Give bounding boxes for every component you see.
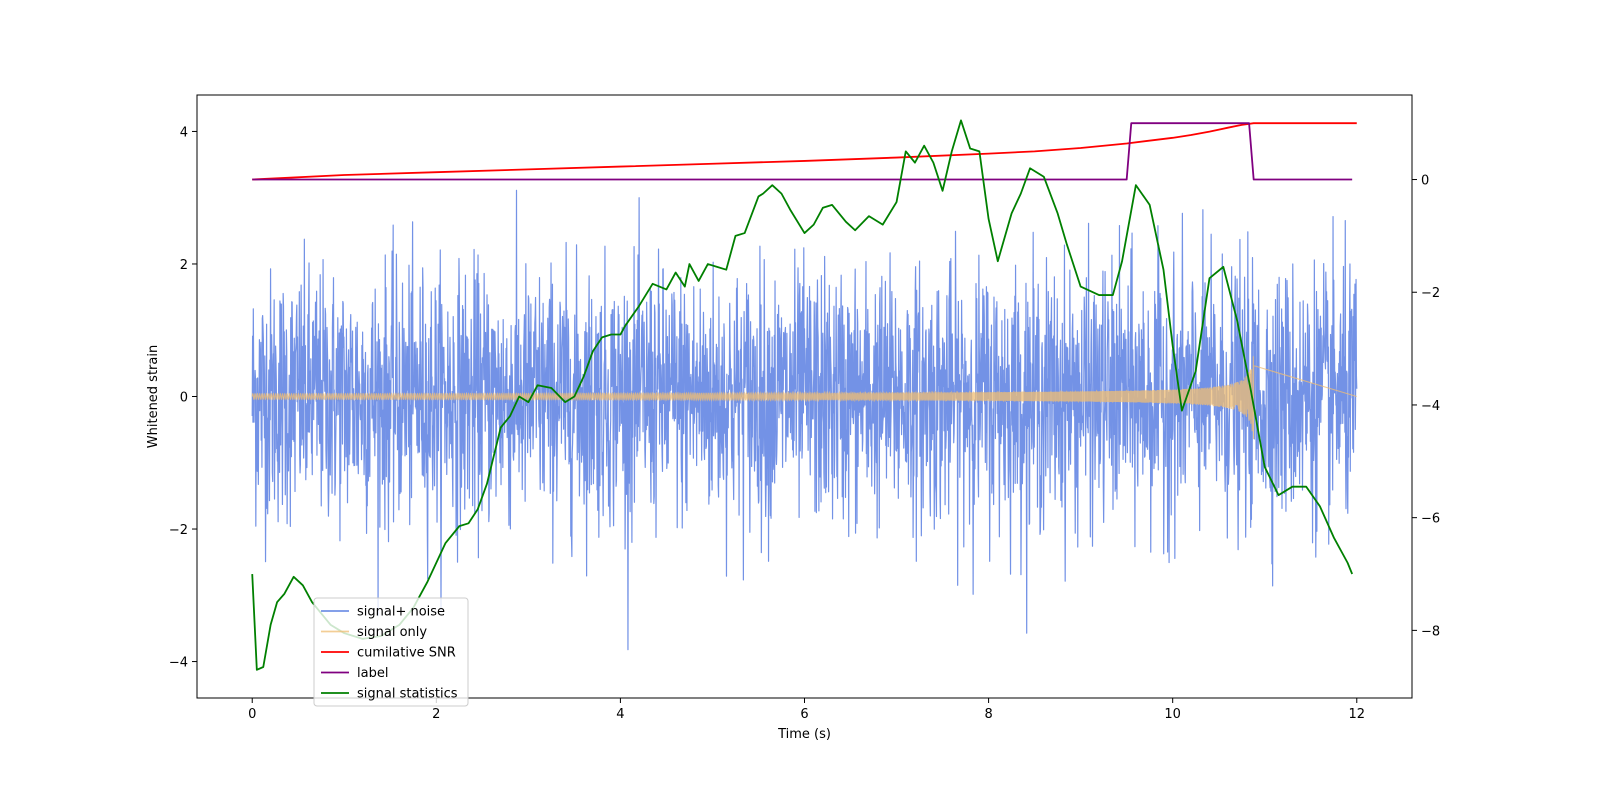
legend-box bbox=[313, 597, 469, 707]
x-tick-label: 4 bbox=[616, 707, 624, 722]
y2-tick-label: −2 bbox=[1421, 286, 1440, 301]
series-signal-only-line bbox=[251, 356, 1357, 440]
y-axis-right: −8 −6 −4 −2 0 bbox=[1412, 174, 1440, 639]
legend-label-signal-only: signal only bbox=[357, 625, 427, 640]
y-tick-label: −2 bbox=[169, 523, 188, 538]
x-tick-label: 6 bbox=[800, 707, 808, 722]
y-tick-label: 2 bbox=[180, 258, 188, 273]
series-cumilative-snr-line bbox=[252, 122, 1357, 181]
plot-area bbox=[251, 119, 1358, 671]
legend-label-signal-noise: signal+ noise bbox=[357, 605, 445, 620]
x-tick-label: 10 bbox=[1164, 707, 1181, 722]
y2-tick-label: 0 bbox=[1421, 174, 1429, 189]
legend-label-signal-statistics: signal statistics bbox=[357, 687, 458, 702]
y-tick-label: 4 bbox=[180, 125, 188, 140]
legend-label-label: label bbox=[357, 666, 388, 681]
y-tick-label: −4 bbox=[169, 656, 188, 671]
y2-tick-label: −4 bbox=[1421, 399, 1440, 414]
series-signal-statistics-line bbox=[251, 119, 1354, 671]
legend: signal+ noise signal only cumilative SNR la… bbox=[313, 597, 469, 707]
x-tick-label: 12 bbox=[1348, 707, 1365, 722]
y-axis-label: Whitened strain bbox=[146, 345, 161, 448]
y2-tick-label: −6 bbox=[1421, 512, 1440, 527]
y-axis-left: −4 −2 0 2 4 bbox=[169, 125, 197, 671]
series-label-line bbox=[252, 122, 1353, 181]
x-tick-label: 8 bbox=[984, 707, 992, 722]
x-tick-label: 2 bbox=[432, 707, 440, 722]
legend-label-cumilative-snr: cumilative SNR bbox=[357, 646, 456, 661]
y-tick-label: 0 bbox=[180, 391, 188, 406]
y2-tick-label: −8 bbox=[1421, 624, 1440, 639]
x-axis-label: Time (s) bbox=[777, 727, 831, 742]
series-signal-noise-line bbox=[251, 189, 1358, 651]
x-tick-label: 0 bbox=[248, 707, 256, 722]
